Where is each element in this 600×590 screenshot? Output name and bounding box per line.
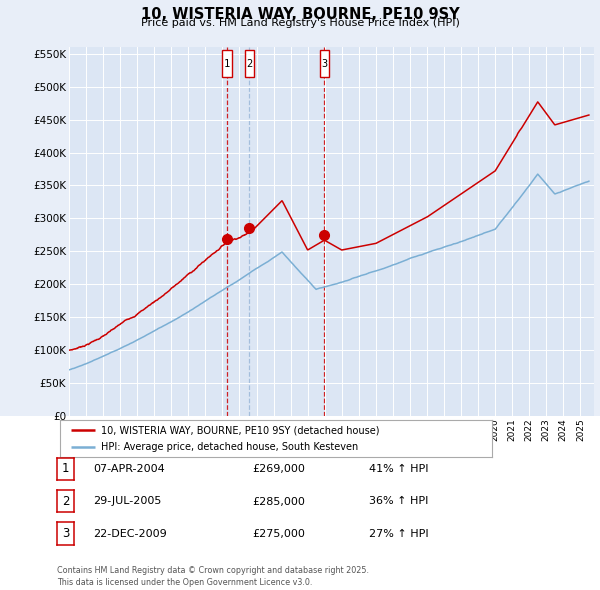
FancyBboxPatch shape: [222, 51, 232, 77]
Text: 2: 2: [246, 58, 253, 68]
Text: £285,000: £285,000: [252, 497, 305, 506]
Text: 10, WISTERIA WAY, BOURNE, PE10 9SY (detached house): 10, WISTERIA WAY, BOURNE, PE10 9SY (deta…: [101, 425, 380, 435]
Text: 2: 2: [62, 494, 69, 508]
Text: 10, WISTERIA WAY, BOURNE, PE10 9SY: 10, WISTERIA WAY, BOURNE, PE10 9SY: [140, 7, 460, 22]
Text: 3: 3: [321, 58, 328, 68]
Text: 3: 3: [62, 527, 69, 540]
Text: 1: 1: [224, 58, 230, 68]
Text: 29-JUL-2005: 29-JUL-2005: [93, 497, 161, 506]
Text: Contains HM Land Registry data © Crown copyright and database right 2025.
This d: Contains HM Land Registry data © Crown c…: [57, 566, 369, 587]
Text: 22-DEC-2009: 22-DEC-2009: [93, 529, 167, 539]
Text: 07-APR-2004: 07-APR-2004: [93, 464, 165, 474]
FancyBboxPatch shape: [245, 51, 254, 77]
Text: 27% ↑ HPI: 27% ↑ HPI: [369, 529, 428, 539]
Text: £269,000: £269,000: [252, 464, 305, 474]
Text: 41% ↑ HPI: 41% ↑ HPI: [369, 464, 428, 474]
Text: 36% ↑ HPI: 36% ↑ HPI: [369, 497, 428, 506]
FancyBboxPatch shape: [320, 51, 329, 77]
Text: HPI: Average price, detached house, South Kesteven: HPI: Average price, detached house, Sout…: [101, 442, 358, 452]
Text: 1: 1: [62, 462, 69, 476]
Text: Price paid vs. HM Land Registry's House Price Index (HPI): Price paid vs. HM Land Registry's House …: [140, 18, 460, 28]
Text: £275,000: £275,000: [252, 529, 305, 539]
